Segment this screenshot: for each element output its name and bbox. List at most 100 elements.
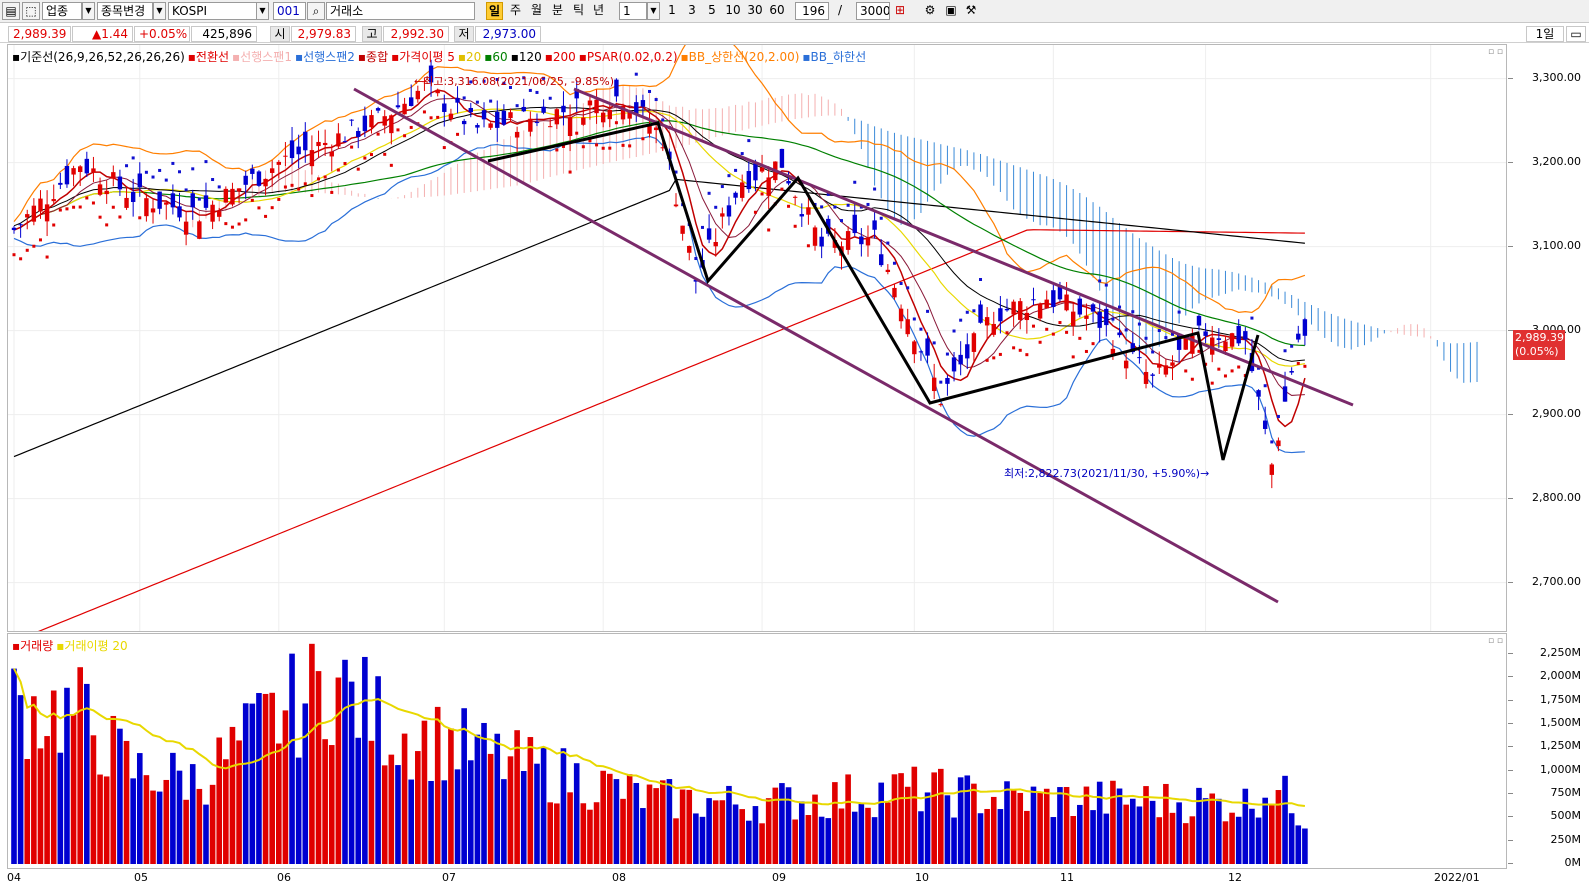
candle-body[interactable] — [912, 341, 917, 355]
candle-body[interactable] — [865, 237, 871, 246]
candle-body[interactable] — [230, 188, 235, 205]
candle-body[interactable] — [620, 105, 626, 120]
volume-bar[interactable] — [851, 811, 858, 864]
volume-bar[interactable] — [752, 806, 759, 864]
candle-body[interactable] — [905, 319, 910, 335]
candle-body[interactable] — [170, 193, 176, 208]
candle-body[interactable] — [38, 198, 43, 212]
volume-bar[interactable] — [666, 779, 673, 864]
candle-body[interactable] — [1236, 325, 1241, 344]
candle-body[interactable] — [951, 357, 957, 372]
volume-bar[interactable] — [1057, 787, 1063, 864]
volume-bar[interactable] — [911, 766, 918, 864]
volume-bar[interactable] — [37, 748, 44, 864]
volume-bar[interactable] — [971, 783, 977, 864]
candle-body[interactable] — [243, 175, 248, 185]
symbol-dropdown-icon[interactable]: ▼ — [256, 2, 269, 20]
menu-icon[interactable]: ▤ — [2, 2, 20, 20]
candle-body[interactable] — [740, 182, 745, 198]
candle-body[interactable] — [402, 103, 407, 115]
volume-chart-panel[interactable]: ▪거래량 ▪거래이평 20 ▫ ▫ — [7, 633, 1507, 869]
change-item-button[interactable]: 종목변경 — [97, 2, 153, 20]
volume-panel-controls[interactable]: ▫ ▫ — [1487, 636, 1503, 646]
volume-bar[interactable] — [216, 737, 223, 864]
volume-bar[interactable] — [560, 748, 567, 864]
period-day-button[interactable]: 일 — [486, 2, 503, 20]
volume-bar[interactable] — [501, 779, 507, 864]
volume-bar[interactable] — [547, 802, 554, 864]
candle-body[interactable] — [183, 221, 189, 235]
exchange-field[interactable]: 거래소 — [326, 2, 475, 20]
volume-bar[interactable] — [931, 772, 937, 864]
volume-bar[interactable] — [798, 801, 805, 864]
volume-bar[interactable] — [779, 783, 785, 864]
candle-body[interactable] — [753, 163, 758, 181]
candle-body[interactable] — [766, 177, 771, 196]
volume-bar[interactable] — [395, 765, 401, 864]
candle-body[interactable] — [965, 344, 970, 359]
candle-body[interactable] — [826, 218, 831, 234]
volume-bar[interactable] — [1275, 790, 1282, 864]
candle-body[interactable] — [567, 117, 573, 137]
candle-body[interactable] — [726, 205, 732, 217]
volume-bar[interactable] — [646, 784, 653, 864]
volume-bar[interactable] — [362, 656, 368, 864]
candle-body[interactable] — [1071, 311, 1076, 327]
candle-body[interactable] — [898, 308, 904, 322]
volume-bar[interactable] — [593, 802, 600, 864]
volume-bar[interactable] — [388, 754, 395, 864]
volume-bar[interactable] — [1269, 804, 1275, 864]
volume-bar[interactable] — [44, 736, 50, 864]
candle-body[interactable] — [1163, 365, 1169, 375]
volume-bar[interactable] — [183, 799, 189, 864]
candle-body[interactable] — [534, 122, 540, 124]
volume-bar[interactable] — [1176, 802, 1182, 864]
volume-bar[interactable] — [256, 693, 262, 864]
candle-body[interactable] — [157, 191, 162, 209]
volume-bar[interactable] — [1129, 798, 1136, 864]
volume-bar[interactable] — [150, 790, 156, 864]
candle-body[interactable] — [256, 171, 262, 186]
volume-bar[interactable] — [1262, 797, 1268, 864]
candle-body[interactable] — [521, 106, 526, 112]
candle-body[interactable] — [25, 214, 30, 218]
candle-body[interactable] — [600, 112, 606, 123]
volume-bar[interactable] — [540, 747, 547, 864]
candle-body[interactable] — [495, 111, 500, 128]
period-week-button[interactable]: 주 — [509, 3, 522, 17]
candle-body[interactable] — [78, 166, 83, 173]
candle-body[interactable] — [263, 178, 268, 187]
channel-lower-line[interactable] — [353, 87, 1279, 604]
candle-body[interactable] — [634, 102, 639, 115]
volume-bar[interactable] — [1050, 817, 1057, 864]
candle-body[interactable] — [1296, 333, 1301, 340]
volume-bar[interactable] — [1004, 781, 1010, 864]
candle-body[interactable] — [799, 214, 804, 217]
candle-body[interactable] — [1097, 311, 1102, 328]
volume-bar[interactable] — [1116, 788, 1123, 864]
volume-bar[interactable] — [342, 659, 348, 864]
candle-body[interactable] — [389, 115, 394, 134]
price-legend-item-4[interactable]: ▪종합 — [357, 50, 389, 64]
volume-bar[interactable] — [328, 745, 335, 864]
candle-body[interactable] — [1024, 312, 1030, 321]
volume-bar[interactable] — [957, 777, 964, 864]
volume-bar[interactable] — [31, 696, 37, 864]
candle-body[interactable] — [31, 205, 37, 222]
candle-body[interactable] — [574, 88, 579, 99]
candle-body[interactable] — [322, 142, 328, 146]
volume-bar[interactable] — [11, 668, 17, 864]
candle-body[interactable] — [931, 377, 937, 392]
volume-bar[interactable] — [163, 779, 170, 864]
volume-bar[interactable] — [401, 733, 408, 864]
volume-bar[interactable] — [1030, 786, 1037, 864]
candle-body[interactable] — [892, 287, 897, 298]
volume-bar[interactable] — [481, 722, 487, 864]
volume-bar[interactable] — [381, 765, 388, 864]
candle-body[interactable] — [1110, 348, 1116, 355]
candle-body[interactable] — [144, 198, 149, 217]
volume-bar[interactable] — [110, 715, 117, 864]
candle-body[interactable] — [217, 211, 222, 217]
volume-bar[interactable] — [832, 782, 838, 864]
volume-bar[interactable] — [1043, 788, 1050, 864]
